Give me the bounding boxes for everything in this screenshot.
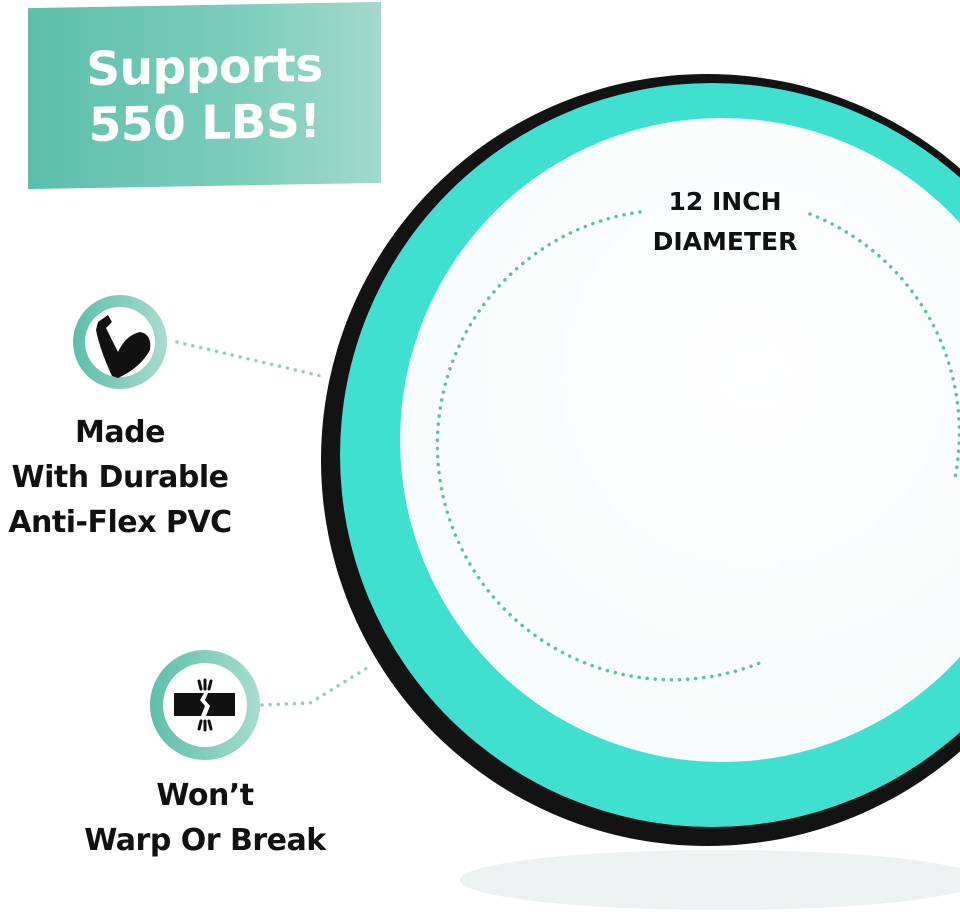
connector-line-2 xyxy=(260,663,374,707)
banner-line-2: 550 LBS! xyxy=(88,93,321,153)
diameter-line-2: DIAMETER xyxy=(652,227,798,256)
broken-bar-icon xyxy=(150,650,260,760)
connector-line-1 xyxy=(175,340,327,379)
wheel-inner xyxy=(400,118,960,762)
diameter-label: 12 INCH DIAMETER xyxy=(620,182,830,262)
feature-wont-warp: Won’t Warp Or Break xyxy=(65,773,345,863)
flexed-arm-icon xyxy=(73,295,167,389)
diameter-line-1: 12 INCH xyxy=(668,187,782,216)
feature-line: Warp Or Break xyxy=(84,823,326,858)
feature-line: Anti-Flex PVC xyxy=(8,505,232,540)
feature-line: Made xyxy=(75,415,165,450)
feature-line: Won’t xyxy=(156,778,254,813)
banner-line-1: Supports xyxy=(86,37,323,97)
diameter-dotted-arc-left xyxy=(435,210,764,682)
feature-durable-pvc: Made With Durable Anti-Flex PVC xyxy=(0,410,240,545)
diameter-dotted-arc-right xyxy=(808,212,960,480)
weight-capacity-banner: Supports 550 LBS! xyxy=(28,1,381,190)
floor-shadow xyxy=(460,850,960,910)
feature-line: With Durable xyxy=(11,460,229,495)
